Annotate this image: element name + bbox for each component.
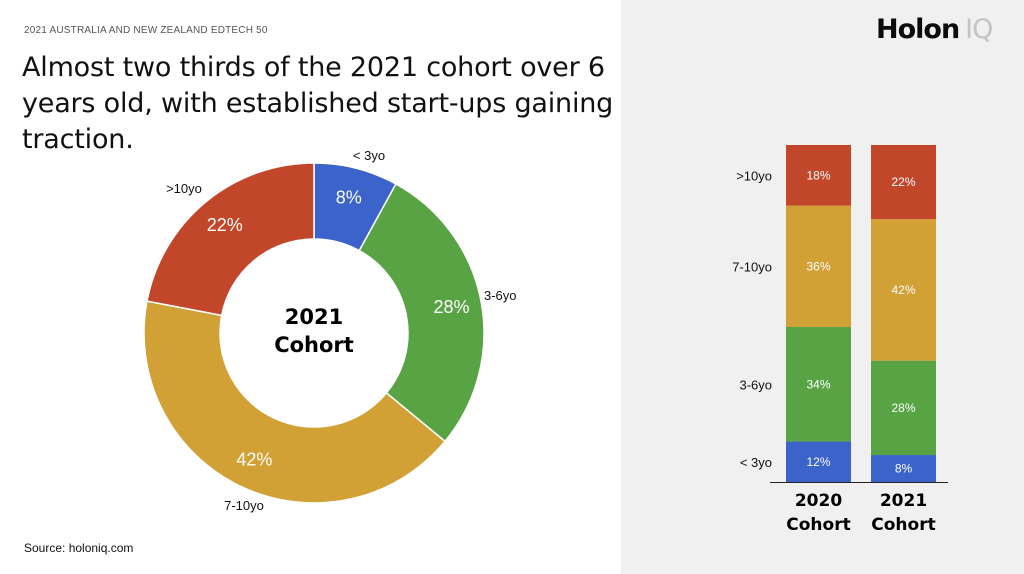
logo-suffix: IQ [965, 14, 993, 45]
bar-value-label: 18% [806, 168, 830, 182]
bar-segment [871, 145, 936, 220]
bar-segment [871, 219, 936, 361]
report-supertitle: 2021 AUSTRALIA AND NEW ZEALAND EDTECH 50 [24, 25, 268, 36]
donut-value-label: 22% [207, 215, 243, 235]
donut-category-label: 7-10yo [224, 498, 264, 513]
stacked-bar-chart: 12% 34% 36% 18% 2020 Cohort 8% 28% 42% 22% 2021 Coh… [732, 145, 948, 535]
bar-segment [786, 441, 851, 482]
holoniq-logo: Holon IQ [876, 14, 993, 45]
bar-category-label: 2020 [795, 491, 842, 511]
bar-value-label: 42% [891, 283, 915, 297]
bar-value-label: 34% [806, 377, 830, 391]
donut-slice [358, 183, 485, 443]
page-headline: Almost two thirds of the 2021 cohort ove… [22, 52, 614, 155]
donut-category-label: >10yo [166, 181, 202, 196]
donut-category-label: < 3yo [353, 148, 385, 163]
logo-word: Holon [876, 14, 960, 45]
bar-segment [786, 326, 851, 442]
donut-value-label: 42% [236, 450, 272, 470]
series-label: < 3yo [740, 455, 772, 470]
donut-slice [146, 162, 315, 317]
series-label: 7-10yo [732, 259, 772, 274]
bar-category-label: Cohort [871, 515, 935, 535]
donut-value-label: 8% [336, 187, 362, 207]
donut-center-label-cohort: Cohort [274, 333, 354, 357]
series-label: >10yo [736, 168, 772, 183]
bar-segment [786, 145, 851, 206]
bar-segment [871, 455, 936, 482]
series-label: 3-6yo [739, 377, 772, 392]
bar-value-label: 22% [891, 175, 915, 189]
bar-category-label: 2021 [880, 491, 927, 511]
donut-center-label-year: 2021 [285, 305, 343, 329]
bar-value-label: 12% [806, 455, 830, 469]
bar-value-label: 8% [895, 462, 913, 476]
bar-segment [871, 360, 936, 456]
donut-category-label: 3-6yo [484, 288, 517, 303]
donut-value-label: 28% [434, 297, 470, 317]
bar-value-label: 36% [806, 259, 830, 273]
donut-slice [143, 300, 447, 504]
bar-segment [786, 205, 851, 327]
source-note: Source: holoniq.com [24, 541, 134, 555]
donut-chart: 8% < 3yo 28% 3-6yo 42% 7-10yo 22% >10yo [143, 148, 517, 513]
bar-value-label: 28% [891, 401, 915, 415]
bar-category-label: Cohort [786, 515, 850, 535]
